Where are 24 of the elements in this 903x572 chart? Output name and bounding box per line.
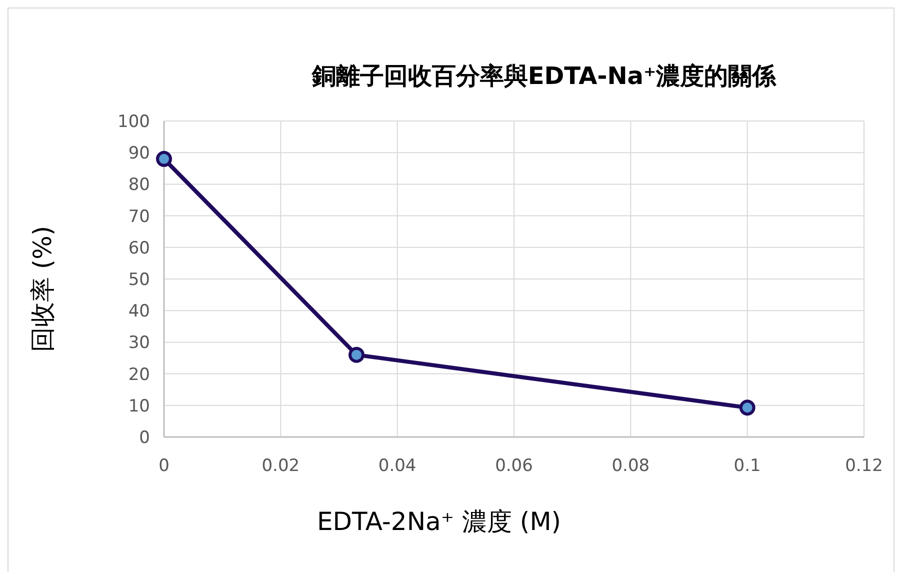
y-tick-label: 90 (128, 144, 150, 164)
y-tick-label: 100 (118, 112, 150, 132)
x-tick-label: 0.1 (734, 456, 761, 476)
y-tick-label: 50 (128, 270, 150, 290)
y-tick-label: 60 (128, 238, 150, 258)
point (348, 346, 364, 363)
y-tick-label: 20 (128, 364, 150, 385)
y-tick-label: 10 (128, 396, 150, 416)
point (739, 400, 756, 416)
x-tick-label: 0.12 (845, 456, 883, 476)
x-tick-label: 0.04 (378, 456, 416, 476)
y-tick-label: 0 (139, 428, 150, 448)
x-tick-label: 0.02 (262, 456, 300, 476)
y-tick-label: 70 (128, 206, 150, 227)
y-tick-label: 30 (128, 333, 150, 354)
x-tick-label: 0.06 (495, 456, 533, 476)
y-axis-title: 回收率 (%) (28, 226, 57, 352)
chart-title: 銅離子回收百分率與EDTA-Na⁺濃度的關係 (310, 62, 778, 90)
x-tick-label: 0 (158, 456, 170, 476)
x-tick-label: 0.08 (612, 456, 650, 476)
y-tick-label: 80 (128, 175, 150, 196)
point (156, 150, 172, 167)
y-tick-label: 40 (128, 302, 150, 322)
x-axis-title: EDTA-2Na⁺ 濃度 (M) (316, 507, 562, 536)
